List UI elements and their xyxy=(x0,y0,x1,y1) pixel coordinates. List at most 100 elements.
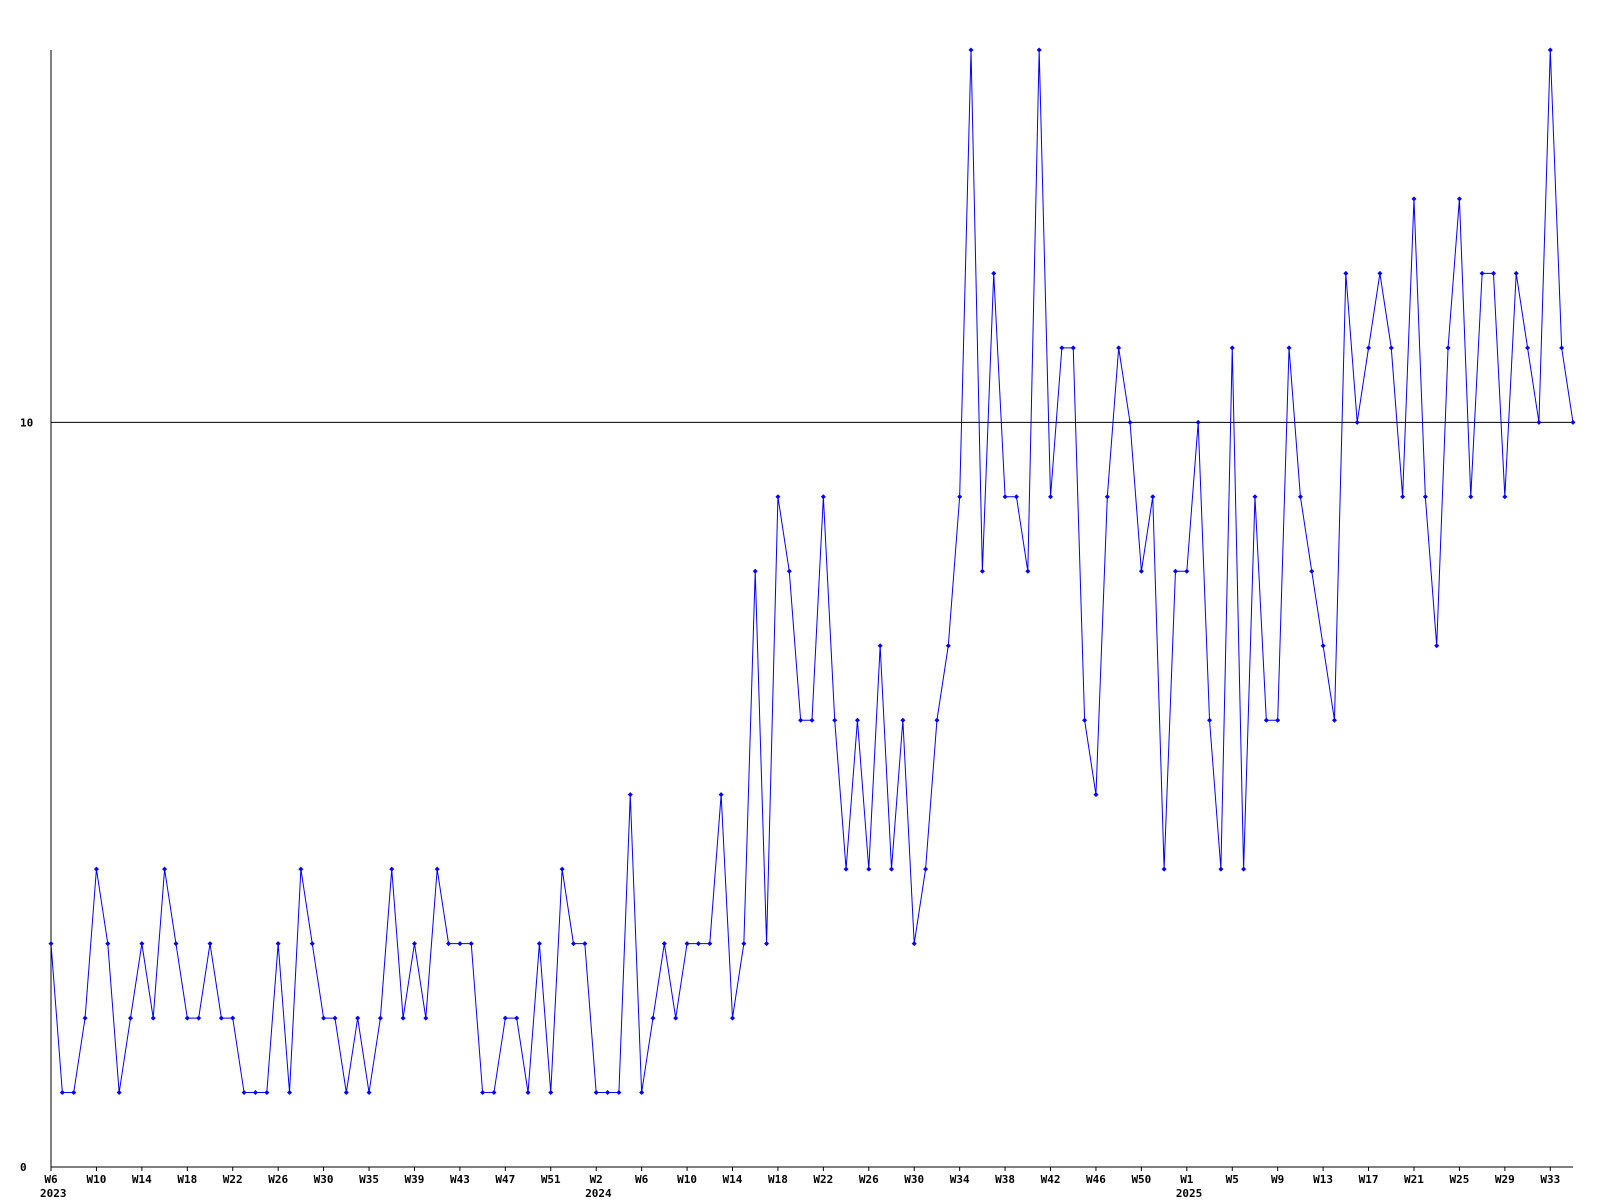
x-year-label: 2024 xyxy=(585,1187,612,1200)
data-point xyxy=(1252,494,1258,500)
data-point xyxy=(355,1015,361,1021)
x-tick-label: W43 xyxy=(450,1173,470,1186)
x-tick-label: W22 xyxy=(813,1173,833,1186)
data-point xyxy=(832,717,838,723)
data-point xyxy=(423,1015,429,1021)
data-point xyxy=(661,941,667,947)
x-tick-label: W26 xyxy=(268,1173,288,1186)
x-tick-label: W35 xyxy=(359,1173,379,1186)
x-tick-label: W29 xyxy=(1495,1173,1515,1186)
data-point xyxy=(1104,494,1110,500)
data-point xyxy=(1547,47,1553,53)
data-point xyxy=(695,941,701,947)
data-point xyxy=(525,1090,531,1096)
data-point xyxy=(582,941,588,947)
data-point xyxy=(764,941,770,947)
data-point xyxy=(173,941,179,947)
data-point xyxy=(366,1090,372,1096)
data-point xyxy=(639,1090,645,1096)
data-point xyxy=(321,1015,327,1021)
data-point xyxy=(752,568,758,574)
data-point xyxy=(684,941,690,947)
data-point xyxy=(1082,717,1088,723)
data-point xyxy=(389,866,395,872)
data-point xyxy=(798,717,804,723)
data-point xyxy=(1331,717,1337,723)
x-tick-label: W34 xyxy=(950,1173,970,1186)
data-point xyxy=(1025,568,1031,574)
x-tick-label: W50 xyxy=(1131,1173,1151,1186)
data-point xyxy=(1070,345,1076,351)
data-point xyxy=(480,1090,486,1096)
x-tick-label: W30 xyxy=(904,1173,924,1186)
data-point xyxy=(1525,345,1531,351)
data-point xyxy=(934,717,940,723)
x-tick-label: W26 xyxy=(859,1173,879,1186)
data-point xyxy=(377,1015,383,1021)
data-point xyxy=(866,866,872,872)
x-tick-label: W14 xyxy=(723,1173,743,1186)
data-point xyxy=(230,1015,236,1021)
data-point xyxy=(1445,345,1451,351)
x-tick-label: W6 xyxy=(44,1173,58,1186)
x-tick-label: W33 xyxy=(1540,1173,1560,1186)
data-point xyxy=(400,1015,406,1021)
data-point xyxy=(718,792,724,798)
data-point xyxy=(1536,419,1542,425)
data-point xyxy=(1229,345,1235,351)
data-point xyxy=(923,866,929,872)
data-point xyxy=(196,1015,202,1021)
data-point xyxy=(854,717,860,723)
data-point xyxy=(707,941,713,947)
x-tick-label: W9 xyxy=(1271,1173,1284,1186)
data-line xyxy=(50,49,1574,1094)
data-point xyxy=(729,1015,735,1021)
data-point xyxy=(570,941,576,947)
data-point xyxy=(218,1015,224,1021)
data-point xyxy=(1161,866,1167,872)
data-point xyxy=(616,1090,622,1096)
data-point xyxy=(605,1090,611,1096)
data-point xyxy=(264,1090,270,1096)
data-point xyxy=(162,866,168,872)
data-point xyxy=(536,941,542,947)
x-tick-label: W2 xyxy=(590,1173,603,1186)
data-point xyxy=(241,1090,247,1096)
x-tick-label: W21 xyxy=(1404,1173,1424,1186)
data-point xyxy=(843,866,849,872)
data-point xyxy=(1138,568,1144,574)
data-point xyxy=(1059,345,1065,351)
x-tick-label: W38 xyxy=(995,1173,1015,1186)
data-point xyxy=(457,941,463,947)
data-point xyxy=(1286,345,1292,351)
data-point xyxy=(343,1090,349,1096)
data-point xyxy=(1263,717,1269,723)
data-point xyxy=(1559,345,1565,351)
data-point xyxy=(150,1015,156,1021)
x-tick-label: W14 xyxy=(132,1173,152,1186)
data-point xyxy=(287,1090,293,1096)
x-tick-label: W39 xyxy=(405,1173,425,1186)
data-point xyxy=(105,941,111,947)
data-point xyxy=(82,1015,88,1021)
data-point xyxy=(1013,494,1019,500)
data-point xyxy=(1502,494,1508,500)
data-point xyxy=(1377,270,1383,276)
x-tick-label: W5 xyxy=(1226,1173,1239,1186)
data-point xyxy=(1207,717,1213,723)
data-point xyxy=(775,494,781,500)
data-point xyxy=(673,1015,679,1021)
data-point xyxy=(900,717,906,723)
data-point xyxy=(559,866,565,872)
x-tick-label: W1 xyxy=(1180,1173,1194,1186)
data-point xyxy=(275,941,281,947)
data-point xyxy=(1309,568,1315,574)
data-point xyxy=(1150,494,1156,500)
data-point xyxy=(252,1090,258,1096)
data-point xyxy=(968,47,974,53)
data-point xyxy=(71,1090,77,1096)
data-point xyxy=(911,941,917,947)
data-point xyxy=(1422,494,1428,500)
data-point xyxy=(468,941,474,947)
